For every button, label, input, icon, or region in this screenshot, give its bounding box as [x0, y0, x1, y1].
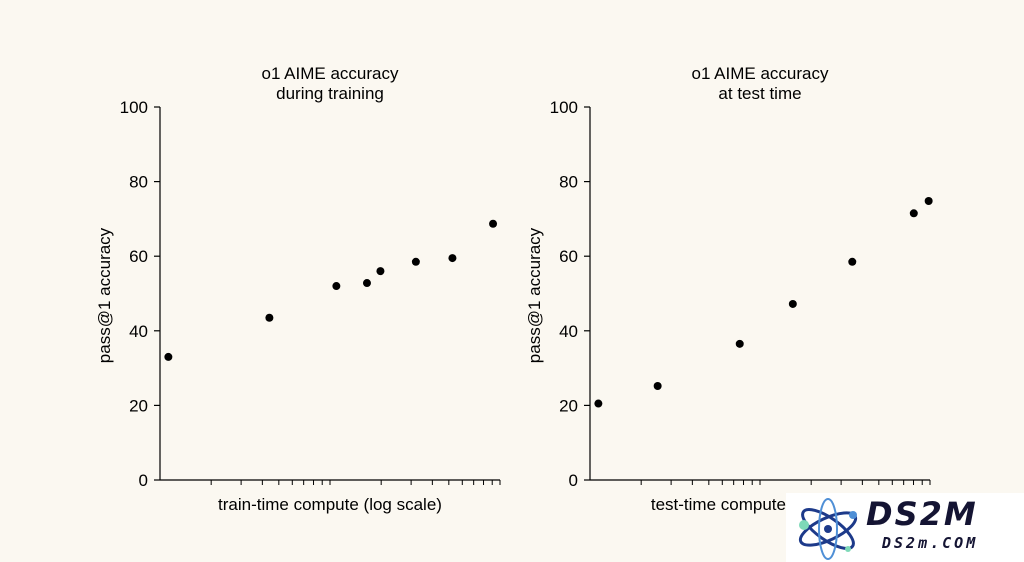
y-tick-label: 60: [129, 247, 148, 266]
data-point: [265, 313, 274, 322]
y-tick-label: 100: [120, 98, 148, 117]
y-tick-label: 60: [559, 247, 578, 266]
y-tick-label: 20: [129, 396, 148, 415]
y-axis-label: pass@1 accuracy: [525, 227, 544, 363]
chart-title-line-1: o1 AIME accuracy: [261, 64, 399, 83]
chart-title-line-2: during training: [276, 84, 384, 103]
chart-title-line-2: at test time: [718, 84, 801, 103]
data-point: [448, 254, 457, 263]
data-point: [924, 196, 933, 205]
y-tick-label: 100: [550, 98, 578, 117]
data-point: [848, 257, 857, 266]
y-axis-label: pass@1 accuracy: [95, 227, 114, 363]
data-point: [788, 299, 797, 308]
data-point: [653, 382, 662, 391]
data-point: [411, 257, 420, 266]
data-point: [735, 339, 744, 348]
data-point: [164, 352, 173, 361]
y-tick-label: 40: [129, 322, 148, 341]
watermark-brand: DS2M: [866, 495, 978, 533]
y-tick-label: 0: [569, 471, 578, 490]
data-point: [376, 267, 385, 276]
data-point: [909, 209, 918, 218]
y-tick-label: 0: [139, 471, 148, 490]
y-tick-label: 40: [559, 322, 578, 341]
y-tick-label: 20: [559, 396, 578, 415]
data-point: [489, 219, 498, 228]
y-tick-label: 80: [129, 173, 148, 192]
x-axis-label: train-time compute (log scale): [218, 495, 442, 514]
data-point: [362, 279, 371, 288]
watermark: DS2M DS2m.COM: [786, 493, 1024, 562]
chart-title-line-1: o1 AIME accuracy: [691, 64, 829, 83]
atom-logo-icon: [798, 498, 858, 560]
y-tick-label: 80: [559, 173, 578, 192]
data-point: [332, 282, 341, 291]
watermark-domain: DS2m.COM: [882, 534, 979, 552]
data-point: [594, 399, 603, 408]
